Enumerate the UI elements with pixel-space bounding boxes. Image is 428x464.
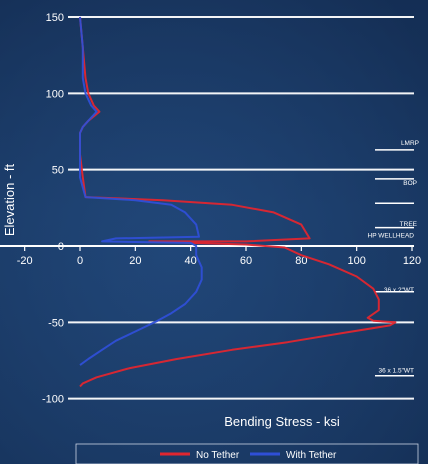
legend-box [75, 443, 419, 464]
x-tick-label: 120 [403, 255, 421, 267]
annotation-label: LMRP [401, 140, 419, 147]
x-tick-label: 80 [295, 255, 307, 267]
y-tick-label: -50 [48, 317, 64, 329]
x-tick-label: 40 [185, 255, 197, 267]
legend: No Tether With Tether [75, 443, 419, 464]
x-tick-label: 60 [240, 255, 252, 267]
legend-label-with-tether: With Tether [286, 450, 337, 461]
x-tick-label: 0 [77, 255, 83, 267]
x-axis-label: Bending Stress - ksi [224, 414, 340, 429]
x-tick-label: 100 [347, 255, 365, 267]
legend-label-no-tether: No Tether [196, 450, 240, 461]
y-tick-label: 50 [52, 165, 64, 177]
y-tick-label: -100 [42, 394, 64, 406]
y-axis-label: Elevation - ft [2, 163, 17, 236]
annotation-label: BOP [403, 180, 417, 187]
x-tick-label: -20 [17, 255, 33, 267]
annotation-label: HP WELLHEAD [368, 233, 415, 240]
y-tick-label: 0 [58, 241, 64, 253]
annotation-label: 36 x 1.5"WT [378, 368, 414, 375]
annotation-label: 36 x 2"WT [384, 287, 414, 294]
series-line-with-tether [79, 16, 203, 366]
annotation-label: TREE [400, 221, 418, 228]
y-tick-label: 100 [46, 88, 64, 100]
y-tick-label: 150 [46, 12, 64, 24]
x-tick-label: 20 [129, 255, 141, 267]
